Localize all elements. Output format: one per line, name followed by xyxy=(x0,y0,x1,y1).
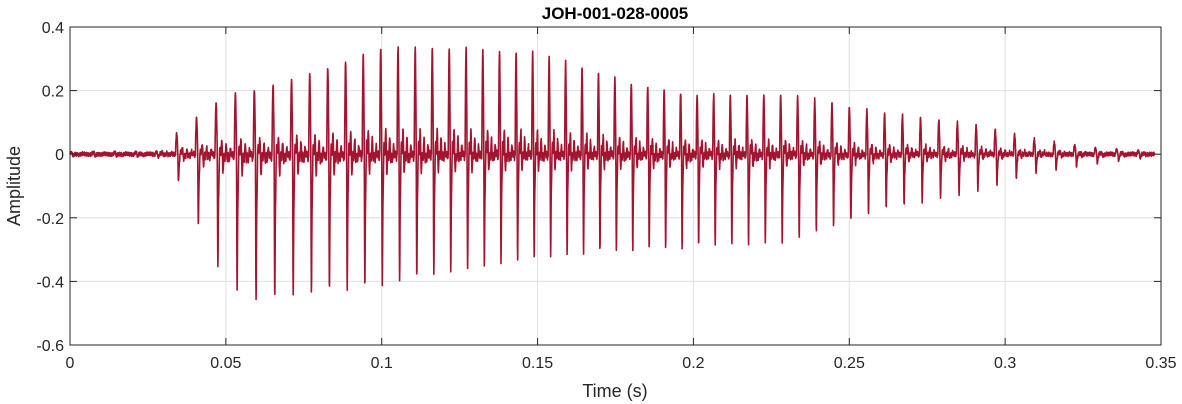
series-group xyxy=(69,46,1156,301)
y-tick-label: -0.6 xyxy=(36,338,64,355)
y-tick-label: 0.4 xyxy=(42,20,64,37)
x-tick-label: 0.25 xyxy=(834,355,865,372)
y-tick-label: 0.2 xyxy=(42,84,64,101)
y-tick-label: 0 xyxy=(55,147,64,164)
x-tick-label: 0.05 xyxy=(210,355,241,372)
ticks: 0 0.05 0.1 0.15 0.2 0.25 0.3 0.35 -0.6 -0.4 -0.2 0 0… xyxy=(36,20,1176,372)
plot-frame xyxy=(69,26,1162,346)
x-tick-label: 0 xyxy=(66,355,75,372)
waveform-series-line xyxy=(69,46,1156,301)
y-tick-label: -0.2 xyxy=(36,211,64,228)
x-axis-label: Time (s) xyxy=(582,381,647,401)
y-tick-label: -0.4 xyxy=(36,274,64,291)
x-tick-label: 0.2 xyxy=(682,355,704,372)
x-tick-label: 0.15 xyxy=(522,355,553,372)
y-axis-label: Amplitude xyxy=(4,146,24,226)
chart-title: JOH-001-028-0005 xyxy=(542,4,688,23)
x-tick-label: 0.3 xyxy=(994,355,1016,372)
x-tick-label: 0.35 xyxy=(1145,355,1176,372)
x-tick-label: 0.1 xyxy=(371,355,393,372)
